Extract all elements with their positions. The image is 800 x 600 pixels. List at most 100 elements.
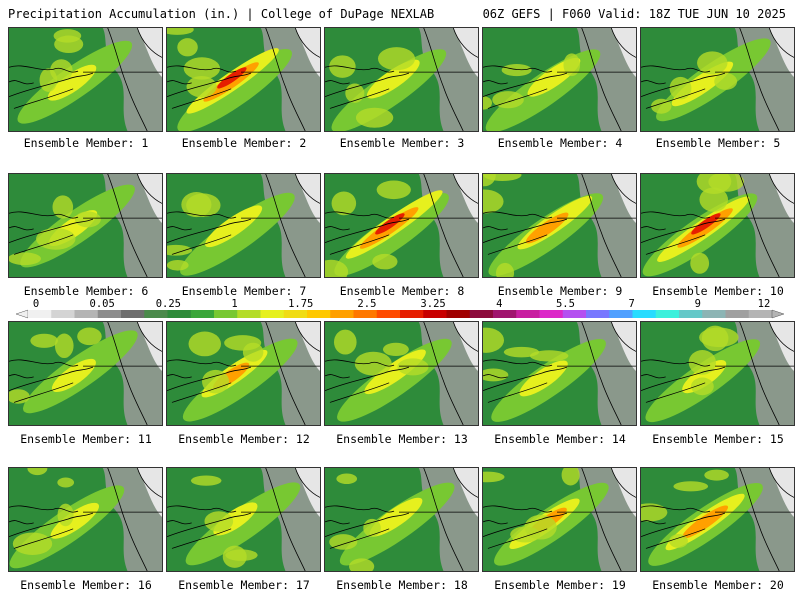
geographic-boundary xyxy=(107,28,148,131)
geographic-boundary xyxy=(483,366,568,392)
geographic-boundary xyxy=(107,174,148,277)
geographic-boundary xyxy=(171,234,232,255)
geographic-boundary xyxy=(423,28,464,131)
colorbar-tick-label: 2.5 xyxy=(357,298,377,310)
geographic-boundary xyxy=(325,520,350,525)
geographic-boundary xyxy=(641,359,711,367)
colorbar-tick-label: 5.5 xyxy=(555,298,575,310)
precip-band xyxy=(47,64,97,101)
geographic-boundary xyxy=(645,528,706,549)
geographic-boundary xyxy=(9,359,79,367)
geographic-boundary xyxy=(294,322,320,352)
geographic-boundary xyxy=(9,65,79,73)
colorbar-swatch xyxy=(353,310,378,318)
geographic-boundary xyxy=(645,88,706,109)
precip-patch xyxy=(529,350,569,362)
geographic-boundary xyxy=(325,65,395,73)
precip-patch xyxy=(561,468,580,486)
geographic-boundary xyxy=(171,382,232,403)
geographic-boundary xyxy=(9,218,94,244)
geographic-boundary xyxy=(487,234,548,255)
ensemble-panel xyxy=(482,467,637,572)
ensemble-member-label: Ensemble Member: 5 xyxy=(655,136,781,150)
ensemble-member-label: Ensemble Member: 17 xyxy=(178,578,310,592)
precip-map xyxy=(167,468,320,571)
geographic-boundary xyxy=(768,174,794,204)
colorbar-swatch xyxy=(748,310,773,318)
colorbar-swatch xyxy=(655,310,680,318)
geographic-boundary xyxy=(641,211,711,219)
geographic-boundary xyxy=(13,234,74,255)
precip-map xyxy=(483,174,636,277)
colorbar-swatch xyxy=(144,310,168,318)
precip-patch xyxy=(382,342,409,357)
colorbar-tick-label: 12 xyxy=(757,298,771,310)
precip-map xyxy=(325,468,478,571)
ensemble-panel xyxy=(166,27,321,132)
colorbar-tick-label: 9 xyxy=(694,298,701,310)
geographic-boundary xyxy=(325,72,410,98)
ensemble-panel xyxy=(482,321,637,426)
ensemble-member-label: Ensemble Member: 8 xyxy=(339,284,465,298)
model-valid-time: 06Z GEFS | F060 Valid: 18Z TUE JUN 10 20… xyxy=(482,7,786,21)
precip-patch xyxy=(57,503,74,527)
geographic-boundary xyxy=(136,322,162,352)
geographic-boundary xyxy=(171,88,232,109)
geographic-boundary xyxy=(325,512,410,538)
ensemble-panel xyxy=(324,173,479,278)
colorbar-swatch xyxy=(609,310,633,318)
colorbar-tick-label: 7 xyxy=(628,298,635,310)
colorbar-swatch xyxy=(214,310,238,318)
ensemble-panel xyxy=(8,467,163,572)
precip-patch xyxy=(690,252,710,274)
precip-patch xyxy=(697,51,728,75)
ensemble-member-label: Ensemble Member: 12 xyxy=(178,432,310,446)
ensemble-member-label: Ensemble Member: 9 xyxy=(497,284,623,298)
geographic-boundary xyxy=(13,88,74,109)
precip-patch xyxy=(27,468,48,476)
geographic-boundary xyxy=(9,80,34,85)
precip-band xyxy=(177,49,292,131)
geographic-boundary xyxy=(768,322,794,352)
precip-band xyxy=(217,67,247,89)
geographic-boundary xyxy=(610,174,636,204)
geographic-boundary xyxy=(423,468,464,571)
geographic-boundary xyxy=(9,211,79,219)
geographic-boundary xyxy=(167,218,252,244)
precip-map xyxy=(9,468,162,571)
colorbar-swatch xyxy=(400,310,424,318)
precip-patch xyxy=(704,469,729,481)
precip-patch xyxy=(54,333,74,359)
precip-map xyxy=(641,468,794,571)
ensemble-panel xyxy=(482,27,637,132)
precip-patch xyxy=(372,253,398,270)
precip-patch xyxy=(503,346,540,358)
colorbar-arrow-high xyxy=(771,309,785,319)
precip-patch xyxy=(673,481,709,492)
precip-patch xyxy=(54,35,84,54)
colorbar-swatch xyxy=(167,310,192,318)
geographic-boundary xyxy=(610,28,636,58)
geographic-boundary xyxy=(9,520,34,525)
geographic-boundary xyxy=(610,468,636,498)
precip-map xyxy=(641,28,794,131)
geographic-boundary xyxy=(107,322,148,425)
geographic-boundary xyxy=(483,359,553,367)
precip-patch xyxy=(714,72,738,90)
colorbar-swatch xyxy=(283,310,308,318)
geographic-boundary xyxy=(483,505,553,513)
colorbar-swatch xyxy=(51,310,75,318)
geographic-boundary xyxy=(325,374,350,379)
ensemble-member-label: Ensemble Member: 6 xyxy=(23,284,149,298)
geographic-boundary xyxy=(329,528,390,549)
colorbar-swatch xyxy=(121,310,145,318)
colorbar-swatch xyxy=(190,310,215,318)
precip-patch xyxy=(495,262,515,277)
geographic-boundary xyxy=(641,505,711,513)
precip-patch xyxy=(181,192,212,218)
colorbar-swatch xyxy=(539,310,564,318)
colorbar-swatch xyxy=(97,310,122,318)
ensemble-panel xyxy=(324,467,479,572)
geographic-boundary xyxy=(581,322,622,425)
geographic-boundary xyxy=(641,374,666,379)
